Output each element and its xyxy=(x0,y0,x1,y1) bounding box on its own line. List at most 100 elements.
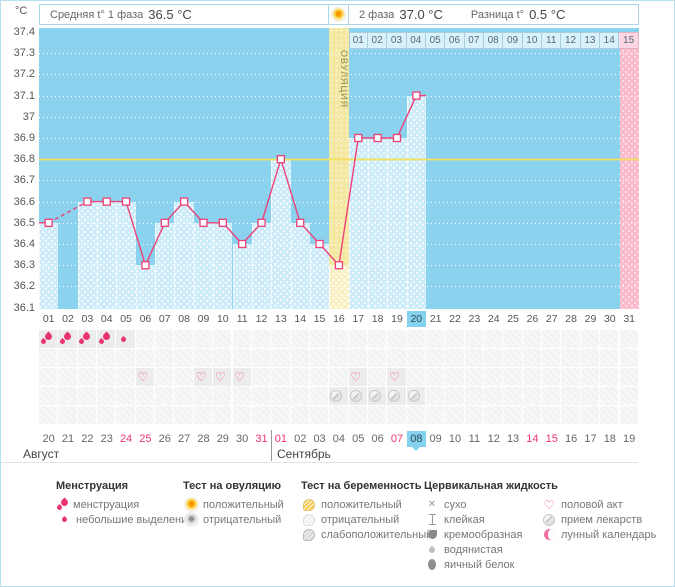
event-cell-menstruation[interactable] xyxy=(232,330,252,349)
event-cell-medication[interactable] xyxy=(600,387,620,406)
cycle-day-cell[interactable]: 14 xyxy=(294,313,307,325)
event-cell-extra[interactable] xyxy=(213,406,233,425)
event-cell-intercourse[interactable] xyxy=(309,368,330,387)
event-cell-menstruation[interactable] xyxy=(155,330,175,349)
phase2-day-cell[interactable]: 01 xyxy=(348,32,368,49)
date-cell[interactable]: 29 xyxy=(216,433,229,445)
cycle-day-cell[interactable]: 08 xyxy=(178,313,190,325)
cycle-day-cell[interactable]: 11 xyxy=(236,313,248,325)
event-cell-medication[interactable] xyxy=(503,387,523,406)
event-cell-tests[interactable] xyxy=(561,349,581,368)
event-cell-medication[interactable] xyxy=(155,387,175,406)
event-cell-tests[interactable] xyxy=(232,349,252,368)
event-cell-tests[interactable] xyxy=(155,349,175,368)
date-cell[interactable]: 03 xyxy=(313,433,326,445)
event-cell-menstruation[interactable] xyxy=(445,330,465,349)
event-cell-tests[interactable] xyxy=(251,349,272,368)
event-cell-intercourse[interactable] xyxy=(522,368,543,387)
event-cell-extra[interactable] xyxy=(329,406,349,425)
event-cell-medication[interactable] xyxy=(561,387,581,406)
event-cell-extra[interactable] xyxy=(484,406,504,425)
event-cell-medication[interactable] xyxy=(39,387,59,406)
event-cell-menstruation[interactable] xyxy=(251,330,272,349)
cycle-day-cell[interactable]: 17 xyxy=(352,313,365,325)
event-cell-intercourse[interactable] xyxy=(542,368,562,387)
event-cell-extra[interactable] xyxy=(522,406,543,425)
event-cell-intercourse[interactable] xyxy=(116,368,136,387)
event-cell-tests[interactable] xyxy=(600,349,620,368)
event-cell-intercourse[interactable] xyxy=(484,368,504,387)
date-cell[interactable]: 17 xyxy=(584,433,597,445)
cycle-day-cell[interactable]: 22 xyxy=(449,313,461,325)
event-cell-tests[interactable] xyxy=(290,349,310,368)
event-cell-intercourse[interactable] xyxy=(619,368,639,387)
date-cell[interactable]: 09 xyxy=(429,433,442,445)
event-cell-intercourse[interactable] xyxy=(97,368,117,387)
event-cell-extra[interactable] xyxy=(155,406,175,425)
event-cell-tests[interactable] xyxy=(426,349,446,368)
event-cell-menstruation[interactable] xyxy=(503,330,523,349)
event-cell-extra[interactable] xyxy=(503,406,523,425)
date-cell[interactable]: 27 xyxy=(177,433,191,445)
cycle-day-cell[interactable]: 27 xyxy=(545,313,558,325)
event-cell-extra[interactable] xyxy=(232,406,252,425)
event-cell-intercourse[interactable] xyxy=(580,368,601,387)
phase2-day-cell[interactable]: 02 xyxy=(367,32,388,49)
cycle-day-cell[interactable]: 03 xyxy=(81,313,94,325)
event-cell-extra[interactable] xyxy=(174,406,194,425)
event-cell-tests[interactable] xyxy=(97,349,117,368)
date-cell[interactable]: 10 xyxy=(448,433,462,445)
event-cell-medication[interactable] xyxy=(329,387,349,406)
event-cell-extra[interactable] xyxy=(542,406,562,425)
event-cell-medication[interactable] xyxy=(619,387,639,406)
phase2-day-cell[interactable]: 08 xyxy=(484,32,504,49)
event-cell-intercourse[interactable] xyxy=(464,368,485,387)
cycle-day-cell[interactable]: 16 xyxy=(333,313,345,325)
date-cell[interactable]: 23 xyxy=(100,433,113,445)
date-cell[interactable]: 11 xyxy=(468,433,481,445)
event-cell-menstruation[interactable] xyxy=(464,330,485,349)
event-cell-medication[interactable] xyxy=(271,387,291,406)
phase2-day-cell[interactable]: 11 xyxy=(542,32,562,49)
event-cell-extra[interactable] xyxy=(251,406,272,425)
event-cell-extra[interactable] xyxy=(77,406,98,425)
phase2-day-cell[interactable]: 15 xyxy=(619,32,639,49)
event-cell-extra[interactable] xyxy=(426,406,446,425)
event-cell-menstruation[interactable] xyxy=(309,330,330,349)
date-cell[interactable]: 16 xyxy=(564,433,578,445)
date-cell[interactable]: 01 xyxy=(274,433,287,445)
event-cell-intercourse[interactable]: ♡ xyxy=(232,368,252,387)
event-cell-tests[interactable] xyxy=(503,349,523,368)
cycle-day-cell[interactable]: 25 xyxy=(507,313,519,325)
cycle-day-cell[interactable]: 20 xyxy=(406,311,426,327)
event-cell-intercourse[interactable] xyxy=(251,368,272,387)
cycle-day-cell[interactable]: 05 xyxy=(120,313,132,325)
event-cell-menstruation[interactable] xyxy=(561,330,581,349)
event-cell-medication[interactable] xyxy=(77,387,98,406)
event-cell-tests[interactable] xyxy=(484,349,504,368)
event-cell-menstruation[interactable] xyxy=(387,330,407,349)
cycle-day-cell[interactable]: 18 xyxy=(371,313,384,325)
event-cell-medication[interactable] xyxy=(542,387,562,406)
event-cell-menstruation[interactable] xyxy=(329,330,349,349)
event-cell-menstruation[interactable] xyxy=(174,330,194,349)
cycle-day-cell[interactable]: 07 xyxy=(158,313,171,325)
event-cell-medication[interactable] xyxy=(522,387,543,406)
event-cell-menstruation[interactable] xyxy=(58,330,78,349)
event-cell-intercourse[interactable] xyxy=(155,368,175,387)
cycle-day-cell[interactable]: 13 xyxy=(275,313,287,325)
event-cell-tests[interactable] xyxy=(174,349,194,368)
temperature-chart[interactable]: 01 02 03 04 05 06 07 08 09 10 11 12 13 14 15 xyxy=(39,28,639,309)
event-cell-medication[interactable] xyxy=(406,387,426,406)
event-cell-menstruation[interactable] xyxy=(619,330,639,349)
event-cell-medication[interactable] xyxy=(464,387,485,406)
phase2-day-cell[interactable]: 09 xyxy=(503,32,523,49)
event-cell-medication[interactable] xyxy=(484,387,504,406)
event-cell-menstruation[interactable] xyxy=(406,330,426,349)
event-cell-intercourse[interactable]: ♡ xyxy=(135,368,156,387)
cycle-day-cell[interactable]: 02 xyxy=(62,313,74,325)
event-cell-extra[interactable] xyxy=(464,406,485,425)
event-cell-tests[interactable] xyxy=(271,349,291,368)
event-cell-extra[interactable] xyxy=(309,406,330,425)
event-cell-medication[interactable] xyxy=(193,387,214,406)
